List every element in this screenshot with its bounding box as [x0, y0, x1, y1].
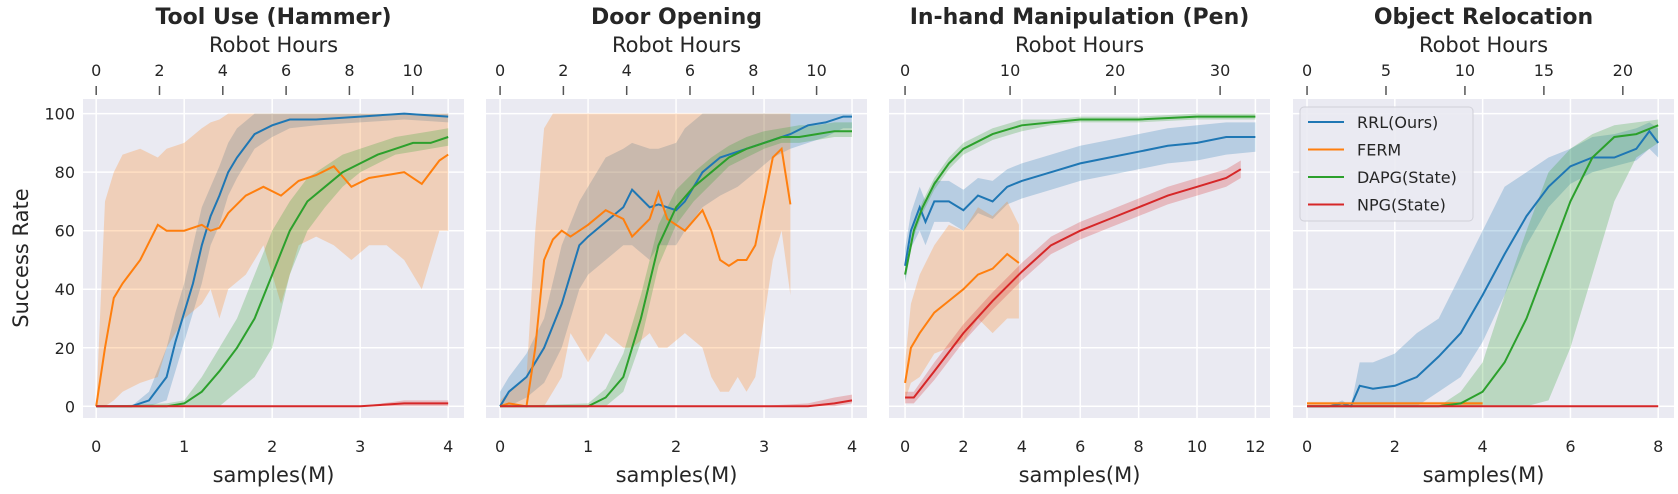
top-tick-label: 2 — [558, 61, 568, 80]
top-tick-label: 10 — [1000, 61, 1020, 80]
line-ferm — [499, 146, 792, 408]
top-tick-label: 8 — [748, 61, 758, 80]
x-tick-label: 8 — [1134, 437, 1144, 456]
x-tick-label: 2 — [671, 437, 681, 456]
top-axis-label: Robot Hours — [1419, 33, 1548, 57]
band-ferm — [500, 113, 791, 407]
legend-label: NPG(State) — [1357, 196, 1446, 215]
line-npg-state — [905, 168, 1242, 399]
line-rrl-ours — [499, 115, 852, 407]
y-tick-label: 60 — [55, 222, 75, 241]
legend-label: RRL(Ours) — [1357, 113, 1438, 132]
line-dapg-state — [96, 136, 449, 408]
top-tick-label: 30 — [1210, 61, 1230, 80]
line-npg-state — [96, 402, 449, 408]
x-tick-label: 1 — [179, 437, 189, 456]
y-tick-label: 20 — [55, 339, 75, 358]
x-tick-label: 10 — [1187, 437, 1207, 456]
y-tick-label: 0 — [65, 397, 75, 416]
subplot-title: Tool Use (Hammer) — [155, 5, 391, 30]
x-axis-label: samples(M) — [616, 463, 738, 487]
top-tick-label: 10 — [1455, 61, 1475, 80]
y-axis-label: Success Rate — [9, 188, 33, 327]
x-axis-label: samples(M) — [1423, 463, 1545, 487]
top-axis-label: Robot Hours — [1015, 33, 1144, 57]
x-tick-label: 2 — [958, 437, 968, 456]
x-tick-label: 3 — [355, 437, 365, 456]
subplot-object-relocation: 0 2 4 6 8 0 5 10 15 20 Object Relocation Robot Hour… — [1293, 5, 1674, 487]
top-tick-label: 0 — [91, 61, 101, 80]
top-tick-label: 4 — [218, 61, 228, 80]
top-tick-label: 20 — [1105, 61, 1125, 80]
band-ferm — [96, 113, 449, 407]
top-tick-label: 20 — [1613, 61, 1633, 80]
top-tick-label: 6 — [685, 61, 695, 80]
band-npg-state — [96, 400, 449, 407]
top-tick-label: 4 — [622, 61, 632, 80]
y-tick-label: 40 — [55, 280, 75, 299]
x-tick-label: 12 — [1245, 437, 1265, 456]
x-tick-label: 8 — [1653, 437, 1663, 456]
plot-area — [83, 99, 464, 418]
legend: RRL(Ours) FERM DAPG(State) NPG(State) — [1299, 106, 1474, 222]
line-dapg-state — [500, 130, 852, 408]
legend-label: FERM — [1357, 141, 1401, 160]
top-tick-label: 0 — [900, 61, 910, 80]
line-rrl-ours — [904, 136, 1256, 266]
band-ferm — [905, 201, 1019, 401]
top-tick-label: 2 — [154, 61, 164, 80]
band-dapg-state — [96, 128, 449, 407]
y-tick-label: 80 — [55, 163, 75, 182]
top-tick-label: 10 — [403, 61, 423, 80]
x-tick-label: 2 — [1390, 437, 1400, 456]
band-rrl-ours — [500, 113, 852, 407]
line-ferm — [904, 252, 1020, 384]
line-npg-state — [500, 399, 853, 408]
band-rrl-ours — [96, 113, 449, 407]
top-tick-label: 15 — [1534, 61, 1554, 80]
x-axis-label: samples(M) — [213, 463, 335, 487]
top-tick-label: 5 — [1381, 61, 1391, 80]
x-tick-label: 4 — [443, 437, 453, 456]
x-tick-label: 4 — [1478, 437, 1488, 456]
line-dapg-state — [904, 115, 1256, 275]
x-tick-label: 6 — [1565, 437, 1575, 456]
top-tick-label: 6 — [281, 61, 291, 80]
x-axis-label: samples(M) — [1019, 463, 1141, 487]
x-tick-label: 0 — [900, 437, 910, 456]
x-tick-label: 0 — [495, 437, 505, 456]
band-rrl-ours — [1307, 122, 1659, 407]
top-tick-label: 8 — [344, 61, 354, 80]
x-tick-label: 1 — [583, 437, 593, 456]
top-axis-label: Robot Hours — [612, 33, 741, 57]
top-tick-label: 10 — [806, 61, 826, 80]
top-tick-label: 0 — [1302, 61, 1312, 80]
subplot-in-hand-manipulation-pen: 0 2 4 6 8 10 12 0 10 20 30 In-hand Manipulation (Pe… — [889, 5, 1270, 487]
top-tick-label: 0 — [495, 61, 505, 80]
band-rrl-ours — [905, 122, 1256, 284]
x-tick-label: 0 — [1302, 437, 1312, 456]
x-tick-label: 0 — [91, 437, 101, 456]
y-tick-label: 100 — [44, 105, 75, 124]
line-dapg-state — [1307, 124, 1659, 408]
subplot-door-opening: 0 1 2 3 4 0 2 4 6 8 10 Door Opening Robot Hours sampl… — [486, 5, 867, 487]
legend-box — [1299, 106, 1474, 222]
x-tick-label: 4 — [847, 437, 857, 456]
x-tick-label: 3 — [759, 437, 769, 456]
legend-label: DAPG(State) — [1357, 168, 1457, 187]
x-tick-label: 4 — [1017, 437, 1027, 456]
subplot-title: Object Relocation — [1374, 5, 1593, 30]
band-npg-state — [905, 160, 1241, 404]
band-dapg-state — [1307, 119, 1659, 407]
line-rrl-ours — [96, 112, 449, 408]
x-tick-label: 2 — [267, 437, 277, 456]
subplot-title: Door Opening — [591, 5, 762, 30]
x-tick-label: 6 — [1075, 437, 1085, 456]
top-axis-label: Robot Hours — [209, 33, 338, 57]
line-ferm — [95, 153, 449, 407]
subplot-title: In-hand Manipulation (Pen) — [910, 5, 1250, 30]
